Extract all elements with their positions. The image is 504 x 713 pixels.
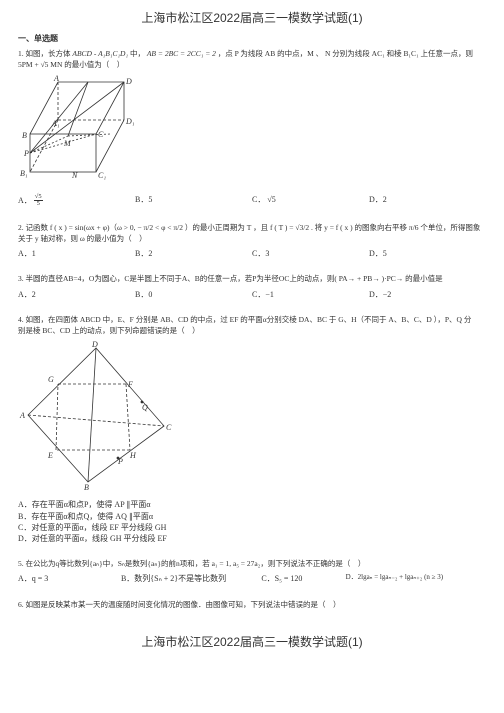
q1-stem: 1. 如图，长方体 ABCD - A₁B₁C₁D₁ 中， AB = 2BC = … (18, 48, 486, 71)
q4-optA: A．存在平面α和点P，使得 AP ∥平面α (18, 499, 486, 510)
q3-options: A．2 B．0 C．−1 D．−2 (18, 289, 486, 300)
q4-stem-a: 4. 如图，在四面体 ABCD 中，E、F 分别是 AB、CD 的中点，过 EF… (18, 315, 471, 324)
footer-title: 上海市松江区2022届高三一模数学试题(1) (18, 634, 486, 651)
q1-optC-val: √5 (267, 195, 275, 204)
svg-text:A: A (53, 74, 59, 83)
q5-optB: B．数列{Sₙ + 2}不是等比数列 (121, 573, 261, 584)
q5-optC: C．S₅ = 120 (261, 573, 345, 584)
q1-optA-label: A． (18, 196, 32, 205)
q4-optD: D．对任意的平面α，线段 GH 平分线段 EF (18, 533, 486, 544)
q5-stem: 5. 在公比为q等比数列{aₙ}中，Sₙ是数列{aₙ}的前n项和，若 a₁ = … (18, 558, 486, 569)
svg-text:P: P (23, 149, 29, 158)
q1-expr2: AB = 2BC = 2CC₁ = 2 (147, 49, 216, 58)
q3-optA: A．2 (18, 289, 135, 300)
q1-figure: A D B C D₁ B₁ C₁ A₁ P M N (18, 74, 486, 187)
q5-optD: D．2lgaₙ = lgaₙ₋₂ + lgaₙ₊₂ (n ≥ 3) (346, 573, 486, 584)
svg-text:A: A (19, 411, 25, 420)
q1-options: A． √5 5 B．5 C． √5 D．2 (18, 194, 486, 208)
q1-optA: A． √5 5 (18, 194, 135, 208)
q2-stem: 2. 记函数 f ( x ) = sin(ωx + φ)（ω > 0, − π/… (18, 222, 486, 245)
q1-line2: 5PM + √5 MN 的最小值为（ ） (18, 60, 124, 69)
page-title: 上海市松江区2022届高三一模数学试题(1) (18, 10, 486, 27)
svg-text:B: B (22, 131, 27, 140)
q2-optC: C．3 (252, 248, 369, 259)
q2-options: A．1 B．2 C．3 D．5 (18, 248, 486, 259)
q4-optB: B．存在平面α和点Q，使得 AQ ∥平面α (18, 511, 486, 522)
q5-options: A．q = 3 B．数列{Sₙ + 2}不是等比数列 C．S₅ = 120 D．… (18, 573, 486, 584)
q3-optD: D．−2 (369, 289, 486, 300)
svg-text:H: H (129, 451, 137, 460)
svg-text:F: F (127, 380, 133, 389)
q1-optD: D．2 (369, 194, 486, 208)
section-label: 一、单选题 (18, 33, 486, 44)
q4-figure: D A C B G F E H Q P (18, 340, 486, 493)
q2-optA: A．1 (18, 248, 135, 259)
svg-text:M: M (63, 139, 72, 148)
q1-text-b: 中， (130, 49, 145, 58)
q3-optC: C．−1 (252, 289, 369, 300)
q4-stem: 4. 如图，在四面体 ABCD 中，E、F 分别是 AB、CD 的中点，过 EF… (18, 314, 486, 337)
q5-optA: A．q = 3 (18, 573, 121, 584)
q1-text-a: 1. 如图，长方体 (18, 49, 71, 58)
q1-optB: B．5 (135, 194, 252, 208)
q4-options: A．存在平面α和点P，使得 AP ∥平面α B．存在平面α和点Q，使得 AQ ∥… (18, 499, 486, 544)
svg-text:C: C (166, 423, 172, 432)
q2-optB: B．2 (135, 248, 252, 259)
svg-text:G: G (48, 375, 54, 384)
q3-stem: 3. 半圆的直径AB=4，O为圆心，C是半圆上不同于A、B的任意一点，若P为半径… (18, 273, 486, 284)
svg-text:D₁: D₁ (125, 117, 135, 126)
q2-optD: D．5 (369, 248, 486, 259)
q1-text-c: ，点 P 为线段 AB 的中点，M 、 N 分别为线段 AC₁ 和棱 B₁C₁ … (218, 49, 473, 58)
svg-text:Q: Q (142, 403, 148, 412)
frac-d: 5 (34, 201, 43, 208)
q1-optA-frac: √5 5 (34, 194, 43, 208)
q4-optC: C．对任意的平面α，线段 EF 平分线段 GH (18, 522, 486, 533)
svg-text:D: D (125, 77, 132, 86)
q6-stem: 6. 如图是反映某市某一天的温度随时间变化情况的图像．由图像可知，下列说法中错误… (18, 599, 486, 610)
svg-text:D: D (91, 340, 98, 349)
svg-text:B₁: B₁ (20, 169, 28, 178)
svg-text:N: N (71, 171, 78, 180)
svg-text:C₁: C₁ (98, 171, 106, 180)
q1-optC-label: C． (252, 195, 265, 204)
q1-expr1: ABCD - A₁B₁C₁D₁ (72, 49, 128, 58)
q4-stem-b: 别是棱 BC、CD 上的动点，则下列命题错误的是（ ） (18, 326, 200, 335)
q3-optB: B．0 (135, 289, 252, 300)
q1-optC: C． √5 (252, 194, 369, 208)
svg-text:E: E (47, 451, 53, 460)
svg-text:B: B (84, 483, 89, 490)
svg-text:C: C (98, 130, 104, 139)
svg-text:A₁: A₁ (51, 119, 60, 128)
